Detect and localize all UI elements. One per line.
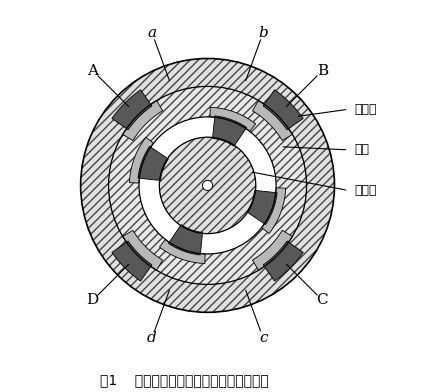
Polygon shape xyxy=(168,225,203,255)
Circle shape xyxy=(81,58,335,312)
Polygon shape xyxy=(247,191,277,225)
Text: 转子: 转子 xyxy=(355,143,370,156)
Text: c: c xyxy=(259,331,268,345)
Polygon shape xyxy=(212,116,247,146)
Text: B: B xyxy=(317,64,328,78)
Text: 图1    双作用双定子摆动液压马达原理简图: 图1 双作用双定子摆动液压马达原理简图 xyxy=(100,373,269,387)
Polygon shape xyxy=(252,101,293,141)
Text: b: b xyxy=(258,26,268,40)
Polygon shape xyxy=(263,90,303,130)
Text: 内定子: 内定子 xyxy=(355,184,377,197)
Circle shape xyxy=(109,86,307,285)
Circle shape xyxy=(109,86,307,285)
Polygon shape xyxy=(112,241,152,281)
Polygon shape xyxy=(138,146,168,180)
Polygon shape xyxy=(129,137,153,183)
Polygon shape xyxy=(263,241,303,281)
Circle shape xyxy=(139,117,276,254)
Polygon shape xyxy=(262,188,286,234)
Polygon shape xyxy=(112,90,152,130)
Text: C: C xyxy=(317,293,328,307)
Text: D: D xyxy=(86,293,99,307)
Circle shape xyxy=(159,137,256,234)
Polygon shape xyxy=(159,240,205,263)
Polygon shape xyxy=(123,230,163,270)
Text: d: d xyxy=(147,331,157,345)
Polygon shape xyxy=(210,107,256,131)
Polygon shape xyxy=(123,101,163,141)
Text: a: a xyxy=(148,26,156,40)
Text: A: A xyxy=(87,64,98,78)
Text: 外定子: 外定子 xyxy=(355,103,377,116)
Polygon shape xyxy=(252,230,293,270)
Circle shape xyxy=(203,180,212,191)
